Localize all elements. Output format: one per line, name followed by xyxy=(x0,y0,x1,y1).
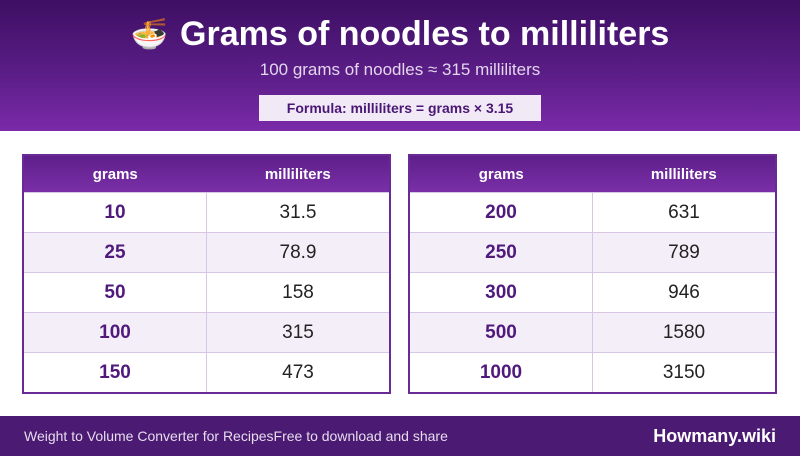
milliliters-cell: 158 xyxy=(206,272,391,313)
footer-tagline: Free to download and share xyxy=(273,428,448,444)
milliliters-cell: 631 xyxy=(592,192,777,233)
page-subtitle: 100 grams of noodles ≈ 315 milliliters xyxy=(259,60,541,79)
grams-cell: 1000 xyxy=(408,352,593,394)
table-row: 25 78.9 xyxy=(22,232,391,273)
footer-bar: Weight to Volume Converter for RecipesFr… xyxy=(0,416,800,456)
formula-badge: Formula: milliliters = grams × 3.15 xyxy=(259,95,541,121)
page-title: Grams of noodles to milliliters xyxy=(180,14,670,53)
milliliters-cell: 315 xyxy=(206,312,391,353)
column-header-grams: grams xyxy=(409,155,593,193)
grams-cell: 25 xyxy=(22,232,207,273)
table-row: 150 473 xyxy=(22,352,391,394)
milliliters-cell: 78.9 xyxy=(206,232,391,273)
table-row: 100 315 xyxy=(22,312,391,353)
conversion-table-left: grams milliliters 10 31.5 25 78.9 50 158… xyxy=(22,154,391,394)
grams-cell: 50 xyxy=(22,272,207,313)
milliliters-cell: 3150 xyxy=(592,352,777,394)
table-row: 50 158 xyxy=(22,272,391,313)
brand-logo-text[interactable]: Howmany.wiki xyxy=(653,426,776,446)
grams-cell: 500 xyxy=(408,312,593,353)
footer-description: Weight to Volume Converter for RecipesFr… xyxy=(24,416,448,456)
column-header-grams: grams xyxy=(23,155,207,193)
table-header-row: grams milliliters xyxy=(23,155,390,193)
table-row: 10 31.5 xyxy=(22,192,391,233)
table-row: 1000 3150 xyxy=(408,352,777,394)
table-header-row: grams milliliters xyxy=(409,155,776,193)
conversion-table-right: grams milliliters 200 631 250 789 300 94… xyxy=(408,154,777,394)
column-header-milliliters: milliliters xyxy=(206,155,390,193)
grams-cell: 200 xyxy=(408,192,593,233)
milliliters-cell: 789 xyxy=(592,232,777,273)
milliliters-cell: 1580 xyxy=(592,312,777,353)
milliliters-cell: 473 xyxy=(206,352,391,394)
table-row: 300 946 xyxy=(408,272,777,313)
page-title-row: 🍜 Grams of noodles to milliliters xyxy=(0,12,800,56)
footer-converter-name: Weight to Volume Converter for Recipes xyxy=(24,428,274,444)
noodle-bowl-icon: 🍜 xyxy=(130,16,169,52)
milliliters-cell: 946 xyxy=(592,272,777,313)
grams-cell: 100 xyxy=(22,312,207,353)
grams-cell: 250 xyxy=(408,232,593,273)
grams-cell: 300 xyxy=(408,272,593,313)
table-row: 500 1580 xyxy=(408,312,777,353)
header-banner: 🍜 Grams of noodles to milliliters 100 gr… xyxy=(0,0,800,131)
milliliters-cell: 31.5 xyxy=(206,192,391,233)
grams-cell: 150 xyxy=(22,352,207,394)
grams-cell: 10 xyxy=(22,192,207,233)
table-row: 250 789 xyxy=(408,232,777,273)
column-header-milliliters: milliliters xyxy=(592,155,776,193)
table-row: 200 631 xyxy=(408,192,777,233)
